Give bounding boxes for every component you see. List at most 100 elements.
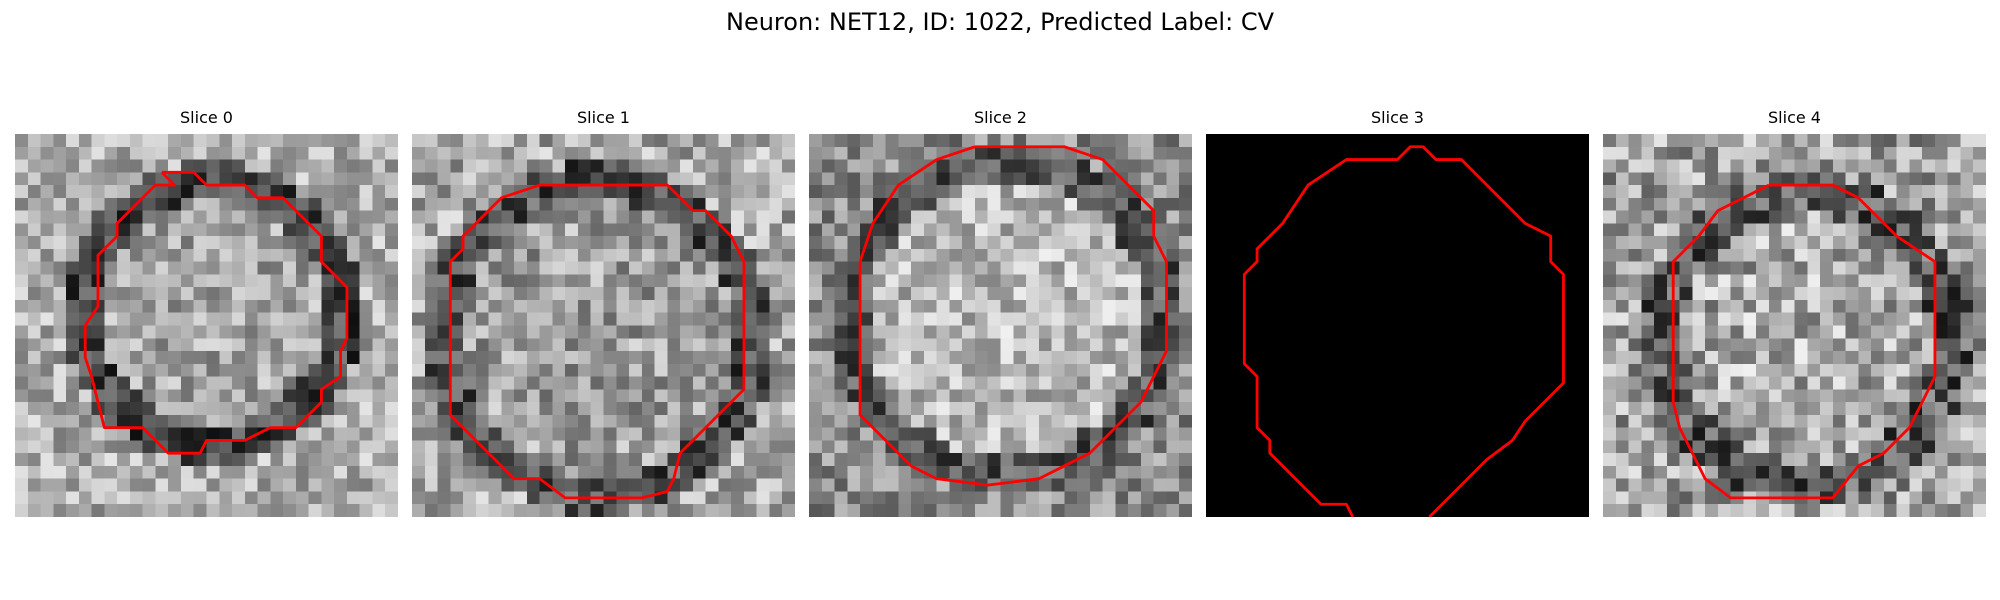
- image-pixel: [616, 299, 630, 314]
- image-pixel: [168, 338, 182, 352]
- image-pixel: [193, 274, 207, 288]
- image-pixel: [911, 223, 925, 237]
- image-pixel: [15, 440, 29, 454]
- image-pixel: [40, 389, 54, 403]
- image-pixel: [962, 197, 976, 211]
- image-pixel: [257, 159, 271, 173]
- image-pixel: [949, 134, 963, 148]
- image-pixel: [809, 363, 823, 377]
- image-pixel: [898, 478, 912, 492]
- image-pixel: [129, 325, 144, 339]
- image-pixel: [283, 172, 297, 186]
- image-pixel: [962, 236, 976, 250]
- image-pixel: [987, 351, 1001, 365]
- image-pixel: [847, 236, 861, 250]
- image-pixel: [641, 223, 655, 237]
- image-pixel: [1845, 453, 1859, 467]
- image-pixel: [1973, 185, 1986, 199]
- image-pixel: [1705, 325, 1719, 339]
- image-pixel: [168, 236, 182, 250]
- image-pixel: [769, 440, 783, 454]
- image-pixel: [860, 312, 874, 326]
- image-pixel: [1973, 427, 1986, 441]
- image-pixel: [680, 172, 694, 186]
- image-pixel: [155, 402, 169, 416]
- image-pixel: [334, 248, 348, 263]
- image-pixel: [1973, 223, 1986, 237]
- image-pixel: [1845, 427, 1859, 441]
- image-pixel: [232, 236, 246, 250]
- image-pixel: [718, 351, 732, 365]
- image-pixel: [577, 414, 592, 429]
- image-pixel: [1615, 274, 1629, 288]
- image-pixel: [219, 236, 233, 250]
- image-pixel: [603, 465, 617, 480]
- image-pixel: [1717, 427, 1732, 441]
- image-pixel: [692, 172, 707, 186]
- image-pixel: [117, 389, 131, 403]
- image-pixel: [1077, 325, 1091, 339]
- image-pixel: [680, 248, 694, 263]
- image-pixel: [654, 478, 668, 492]
- image-pixel: [463, 146, 477, 160]
- image-pixel: [1179, 197, 1192, 211]
- image-pixel: [193, 210, 207, 224]
- image-pixel: [962, 223, 976, 237]
- image-pixel: [1140, 134, 1155, 148]
- image-pixel: [1883, 325, 1898, 339]
- image-pixel: [244, 299, 258, 314]
- image-pixel: [129, 146, 144, 160]
- image-pixel: [1641, 274, 1655, 288]
- image-pixel: [641, 299, 655, 314]
- image-pixel: [27, 172, 41, 186]
- image-pixel: [654, 351, 668, 365]
- image-pixel: [321, 338, 335, 352]
- image-pixel: [475, 427, 489, 441]
- image-pixel: [692, 453, 707, 467]
- image-pixel: [321, 185, 335, 199]
- image-pixel: [1781, 478, 1795, 492]
- image-pixel: [104, 478, 118, 492]
- image-pixel: [53, 402, 67, 416]
- image-pixel: [488, 299, 502, 314]
- image-pixel: [334, 261, 348, 275]
- image-pixel: [78, 134, 92, 148]
- image-pixel: [412, 236, 426, 250]
- image-pixel: [1973, 134, 1986, 148]
- image-pixel: [104, 185, 118, 199]
- image-pixel: [743, 223, 758, 237]
- image-pixel: [1845, 248, 1859, 263]
- image-pixel: [1140, 185, 1155, 199]
- image-pixel: [321, 465, 335, 480]
- image-pixel: [155, 504, 169, 517]
- image-pixel: [1654, 389, 1668, 403]
- image-pixel: [66, 261, 80, 275]
- image-pixel: [372, 299, 386, 314]
- image-pixel: [565, 440, 579, 454]
- image-pixel: [424, 491, 438, 505]
- image-pixel: [590, 185, 604, 199]
- image-pixel: [821, 440, 835, 454]
- image-pixel: [129, 389, 144, 403]
- image-pixel: [654, 236, 668, 250]
- image-pixel: [514, 134, 528, 148]
- image-pixel: [1768, 248, 1783, 263]
- image-pixel: [53, 363, 67, 377]
- image-pixel: [974, 134, 989, 148]
- image-pixel: [475, 274, 489, 288]
- image-pixel: [321, 427, 335, 441]
- image-pixel: [936, 134, 950, 148]
- image-pixel: [565, 146, 579, 160]
- image-pixel: [974, 427, 989, 441]
- image-pixel: [15, 453, 29, 467]
- image-pixel: [53, 478, 67, 492]
- image-pixel: [168, 210, 182, 224]
- image-pixel: [974, 376, 989, 390]
- image-pixel: [718, 146, 732, 160]
- image-pixel: [1858, 414, 1872, 429]
- image-pixel: [923, 504, 938, 517]
- image-pixel: [1615, 223, 1629, 237]
- image-pixel: [232, 312, 246, 326]
- image-pixel: [1896, 338, 1910, 352]
- image-pixel: [756, 299, 770, 314]
